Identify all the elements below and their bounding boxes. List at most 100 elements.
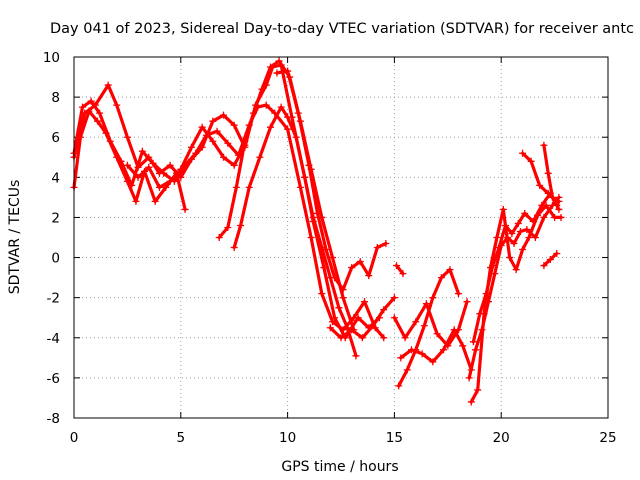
data-point bbox=[536, 181, 544, 189]
data-point bbox=[149, 159, 157, 167]
data-point bbox=[102, 129, 110, 137]
x-tick-label: 10 bbox=[279, 430, 296, 446]
data-point bbox=[399, 270, 407, 278]
data-point bbox=[256, 153, 264, 161]
data-point bbox=[546, 256, 554, 264]
data-point bbox=[318, 290, 326, 298]
data-point bbox=[326, 324, 334, 332]
data-point bbox=[521, 209, 529, 217]
data-point bbox=[523, 225, 531, 233]
data-point bbox=[155, 183, 163, 191]
data-point bbox=[215, 234, 223, 241]
series-trace-12 bbox=[393, 262, 407, 278]
data-point bbox=[382, 240, 390, 248]
y-tick-label: -2 bbox=[47, 291, 60, 307]
data-point bbox=[249, 109, 257, 117]
data-point bbox=[365, 272, 373, 280]
data-point bbox=[540, 141, 548, 149]
series-trace-11 bbox=[397, 326, 475, 374]
data-point bbox=[309, 213, 317, 221]
data-point bbox=[192, 149, 200, 157]
data-point bbox=[177, 165, 185, 173]
data-point bbox=[544, 169, 552, 177]
data-point bbox=[440, 346, 448, 354]
data-point bbox=[262, 101, 270, 109]
data-point bbox=[542, 201, 550, 209]
data-point bbox=[380, 334, 388, 342]
data-point bbox=[495, 244, 503, 252]
y-tick-label: 6 bbox=[51, 130, 60, 146]
data-point bbox=[113, 101, 121, 109]
data-point bbox=[284, 125, 292, 133]
data-point bbox=[516, 227, 524, 235]
data-point bbox=[397, 354, 405, 362]
data-point bbox=[292, 133, 300, 141]
data-point bbox=[519, 149, 527, 157]
data-point bbox=[465, 374, 473, 382]
data-point bbox=[123, 161, 131, 169]
data-point bbox=[429, 358, 437, 366]
data-point bbox=[380, 306, 388, 314]
data-point bbox=[527, 157, 535, 165]
data-point bbox=[422, 300, 430, 308]
data-point bbox=[474, 386, 482, 394]
data-point bbox=[459, 342, 467, 350]
y-tick-label: -6 bbox=[47, 371, 60, 387]
data-point bbox=[267, 123, 275, 131]
data-point bbox=[350, 314, 358, 322]
data-point bbox=[540, 262, 548, 270]
data-point bbox=[534, 211, 542, 219]
data-point bbox=[335, 304, 343, 312]
data-point bbox=[433, 330, 441, 338]
data-point bbox=[284, 113, 292, 121]
data-point bbox=[230, 121, 238, 129]
x-tick-label: 20 bbox=[493, 430, 510, 446]
data-point bbox=[134, 173, 142, 181]
data-point bbox=[213, 127, 221, 135]
data-point bbox=[519, 246, 527, 254]
y-tick-label: 8 bbox=[51, 90, 60, 106]
data-point bbox=[322, 246, 330, 254]
chart-title: Day 041 of 2023, Sidereal Day-to-day VTE… bbox=[50, 21, 634, 37]
series-trace-18 bbox=[540, 250, 561, 270]
data-point bbox=[467, 398, 475, 406]
series-trace-4 bbox=[123, 123, 249, 191]
data-point bbox=[123, 177, 131, 185]
data-point bbox=[275, 57, 283, 65]
data-point bbox=[138, 147, 146, 155]
series-trace bbox=[72, 63, 381, 340]
data-point bbox=[273, 69, 281, 77]
data-point bbox=[245, 183, 253, 191]
data-point bbox=[450, 326, 458, 334]
data-point bbox=[493, 234, 501, 241]
data-point bbox=[232, 183, 240, 191]
data-point bbox=[548, 193, 556, 201]
series-trace-9 bbox=[395, 266, 462, 390]
data-point bbox=[480, 310, 488, 318]
data-point bbox=[76, 133, 84, 141]
data-point bbox=[390, 314, 398, 322]
data-point bbox=[393, 262, 401, 270]
data-point bbox=[307, 234, 315, 241]
data-point bbox=[446, 266, 454, 274]
y-tick-label: 2 bbox=[51, 210, 60, 226]
data-point bbox=[339, 326, 347, 334]
data-point bbox=[469, 338, 477, 346]
data-point bbox=[305, 161, 313, 169]
data-point bbox=[514, 219, 522, 227]
data-point bbox=[390, 294, 398, 302]
data-point bbox=[348, 264, 356, 272]
data-point bbox=[220, 153, 228, 161]
data-point bbox=[224, 139, 232, 147]
data-point bbox=[220, 111, 228, 119]
data-point bbox=[328, 318, 336, 326]
series-trace bbox=[232, 105, 358, 358]
data-point bbox=[145, 163, 153, 171]
data-point bbox=[412, 318, 420, 326]
x-axis-label: GPS time / hours bbox=[281, 459, 398, 475]
data-point bbox=[499, 205, 507, 213]
data-point bbox=[294, 109, 302, 117]
data-point bbox=[429, 294, 437, 302]
data-point bbox=[508, 229, 516, 237]
data-point bbox=[525, 234, 533, 241]
